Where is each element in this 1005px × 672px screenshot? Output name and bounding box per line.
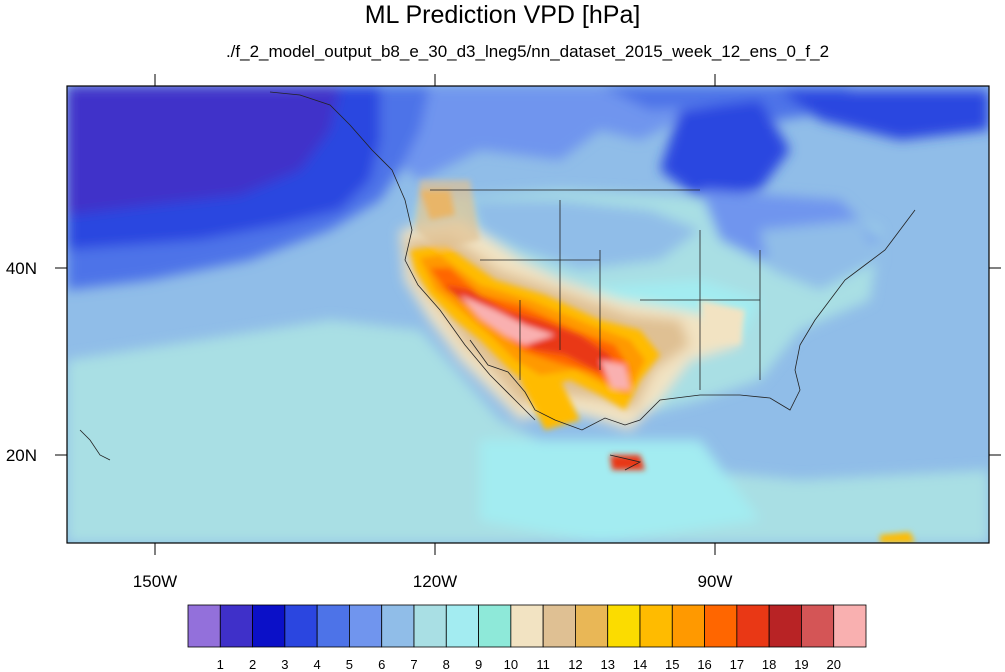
colorbar-swatch: [316, 604, 350, 648]
colorbar-swatch: [542, 604, 576, 648]
colorbar-tick-label: 13: [600, 657, 614, 672]
lon-label-150w: 150W: [133, 572, 177, 591]
colorbar-tick-label: 17: [730, 657, 744, 672]
colorbar-tick-label: 11: [536, 657, 550, 672]
lon-label-120w: 120W: [413, 572, 457, 591]
colorbar-tick-label: 16: [697, 657, 711, 672]
colorbar-swatch: [219, 604, 253, 648]
colorbar-swatch: [284, 604, 318, 648]
colorbar-tick-label: 2: [249, 657, 256, 672]
colorbar-swatch: [252, 604, 286, 648]
chart-subtitle: ./f_2_model_output_b8_e_30_d3_lneg5/nn_d…: [225, 42, 830, 61]
axis-ticks: [55, 74, 1001, 555]
colorbar-swatch: [413, 604, 447, 648]
colorbar-tick-label: 14: [633, 657, 647, 672]
colorbar-tick-label: 10: [504, 657, 518, 672]
colorbar-tick-label: 8: [443, 657, 450, 672]
colorbar-swatch: [639, 604, 673, 648]
colorbar-tick-label: 1: [217, 657, 224, 672]
colorbar-tick-label: 9: [475, 657, 482, 672]
colorbar-tick-label: 15: [665, 657, 679, 672]
colorbar-swatch: [575, 604, 609, 648]
map-field: [67, 86, 989, 543]
colorbar-tick-label: 3: [281, 657, 288, 672]
colorbar-tick-label: 18: [762, 657, 776, 672]
lat-label-20n: 20N: [6, 446, 37, 465]
lon-label-90w: 90W: [698, 572, 733, 591]
colorbar-swatch: [736, 604, 770, 648]
colorbar-tick-label: 7: [410, 657, 417, 672]
colorbar-swatch: [187, 604, 221, 648]
colorbar-swatch: [607, 604, 641, 648]
colorbar-tick-label: 5: [346, 657, 353, 672]
colorbar-swatch: [445, 604, 479, 648]
colorbar-swatch: [510, 604, 544, 648]
colorbar-tick-label: 20: [826, 657, 840, 672]
map-frame: [66, 85, 990, 544]
colorbar-tick-label: 12: [568, 657, 582, 672]
colorbar-tick-label: 19: [794, 657, 808, 672]
colorbar-tick-label: 6: [378, 657, 385, 672]
colorbar-swatch: [801, 604, 835, 648]
colorbar-swatch: [768, 604, 802, 648]
colorbar-swatch: [381, 604, 415, 648]
colorbar: 1 2 3 4 5 6 7 8 9 10 11 12 13 14 15 16 17 18 19 20: [187, 604, 867, 672]
colorbar-tick-label: 4: [314, 657, 321, 672]
chart-title: ML Prediction VPD [hPa]: [364, 1, 641, 29]
coastlines: [79, 91, 916, 471]
colorbar-swatch: [704, 604, 738, 648]
colorbar-swatch: [478, 604, 512, 648]
colorbar-swatch: [833, 604, 867, 648]
lat-label-40n: 40N: [6, 259, 37, 278]
colorbar-swatch: [671, 604, 705, 648]
colorbar-swatch: [349, 604, 383, 648]
